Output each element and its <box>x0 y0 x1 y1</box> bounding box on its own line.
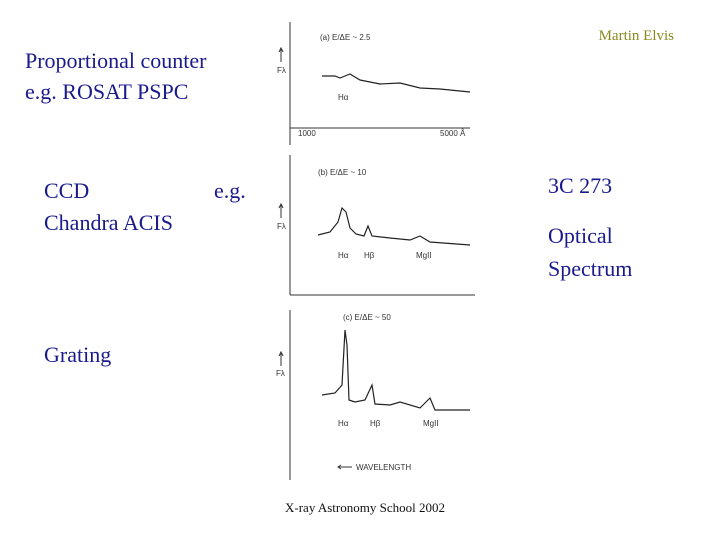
line-label: Hα <box>338 419 349 428</box>
panel-label: (b) E/ΔE ~ 10 <box>318 168 367 177</box>
x-axis-label: WAVELENGTH <box>356 463 411 472</box>
label-text: Proportional counter <box>25 48 207 73</box>
line-label: Hα <box>338 93 349 102</box>
panel-label: (a) E/ΔE ~ 2.5 <box>320 33 371 42</box>
label-text: CCD <box>44 178 89 203</box>
author: Martin Elvis <box>599 28 675 44</box>
y-axis-label: Fλ <box>277 222 286 231</box>
line-label: Hβ <box>370 419 381 428</box>
label-text: Chandra ACIS <box>44 210 173 235</box>
label-text: e.g. <box>214 178 246 203</box>
arrow <box>278 350 284 366</box>
description: Optical <box>548 223 613 248</box>
line-label: Hβ <box>364 251 375 260</box>
x-tick-label: 5000 Å <box>440 129 466 138</box>
line-label: MgII <box>423 419 439 428</box>
y-axis-label: Fλ <box>276 369 285 378</box>
label-text: Grating <box>44 342 111 367</box>
axis <box>289 155 475 296</box>
spectrum-curve <box>321 329 470 411</box>
x-tick-label: 1000 <box>298 129 316 138</box>
panel-label: (c) E/ΔE ~ 50 <box>343 313 391 322</box>
description: Spectrum <box>548 256 632 281</box>
object-name: 3C 273 <box>548 173 612 198</box>
line-label: Hα <box>338 251 349 260</box>
line-label: MgII <box>416 251 432 260</box>
spectrum-curve <box>322 73 471 93</box>
arrow <box>337 464 352 470</box>
spectrum-panel: (b) E/ΔE ~ 10 Fλ Hα Hβ MgII <box>277 155 475 296</box>
arrow <box>278 202 284 218</box>
arrow <box>278 46 284 62</box>
spectrum-panel: (a) E/ΔE ~ 2.5 Fλ Hα 1000 5000 Å <box>277 22 471 145</box>
spectrum-panel: (c) E/ΔE ~ 50 Fλ Hα Hβ MgII WAVELENGTH <box>276 310 470 480</box>
spectrum-curve <box>317 206 471 246</box>
footer: X-ray Astronomy School 2002 <box>285 500 445 515</box>
label-text: e.g. ROSAT PSPC <box>25 79 188 104</box>
y-axis-label: Fλ <box>277 66 286 75</box>
axis <box>289 22 470 145</box>
